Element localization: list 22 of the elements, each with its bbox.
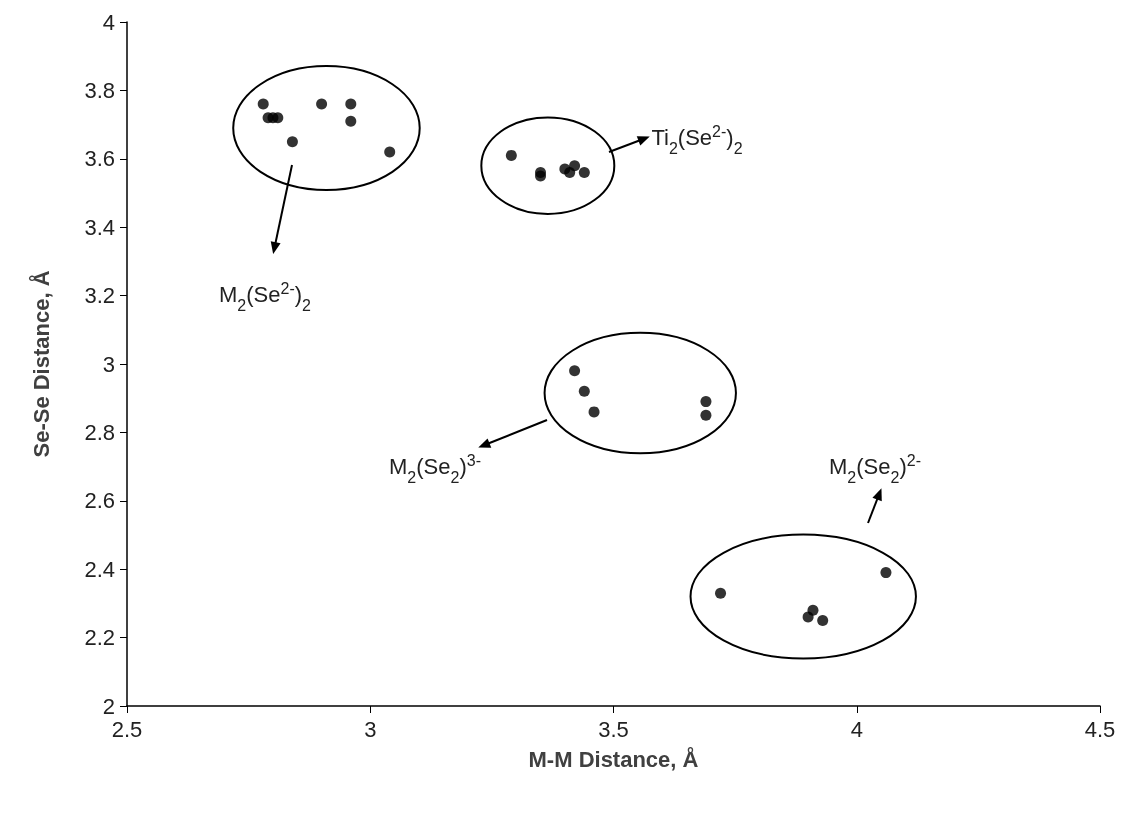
y-tick-label: 3.2 (84, 283, 115, 309)
annotation: M$_{2}$(Se$^{2-}$)$_{2}$ (219, 279, 312, 314)
y-tick-label: 2 (102, 693, 115, 719)
y-tick-label: 2.6 (84, 488, 115, 514)
x-tick-label: 3 (364, 716, 377, 742)
y-tick-label: 2.2 (84, 625, 115, 651)
x-axis-title: M-M Distance, Å (528, 745, 699, 772)
annotation: Ti$_{2}$(Se$^{2-}$)$_{2}$ (651, 122, 743, 157)
y-tick-label: 3.4 (84, 214, 115, 240)
y-tick-label: 3.6 (84, 146, 115, 172)
y-tick-label: 3.8 (84, 77, 115, 103)
x-tick-label: 3.5 (598, 716, 629, 742)
y-tick-label: 4 (102, 9, 115, 35)
y-tick-label: 2.4 (84, 556, 115, 582)
annotation: M$_{2}$(Se$_{2}$)$^{3-}$ (389, 451, 481, 486)
y-axis-title: Se-Se Distance, Å (27, 270, 54, 458)
y-tick-label: 2.8 (84, 419, 115, 445)
y-tick-label: 3 (102, 351, 115, 377)
x-tick-label: 2.5 (111, 716, 143, 742)
x-tick-label: 4.5 (1084, 716, 1116, 742)
annotation: M$_{2}$(Se$_{2}$)$^{2-}$ (829, 451, 921, 486)
x-tick-label: 4 (850, 716, 863, 742)
